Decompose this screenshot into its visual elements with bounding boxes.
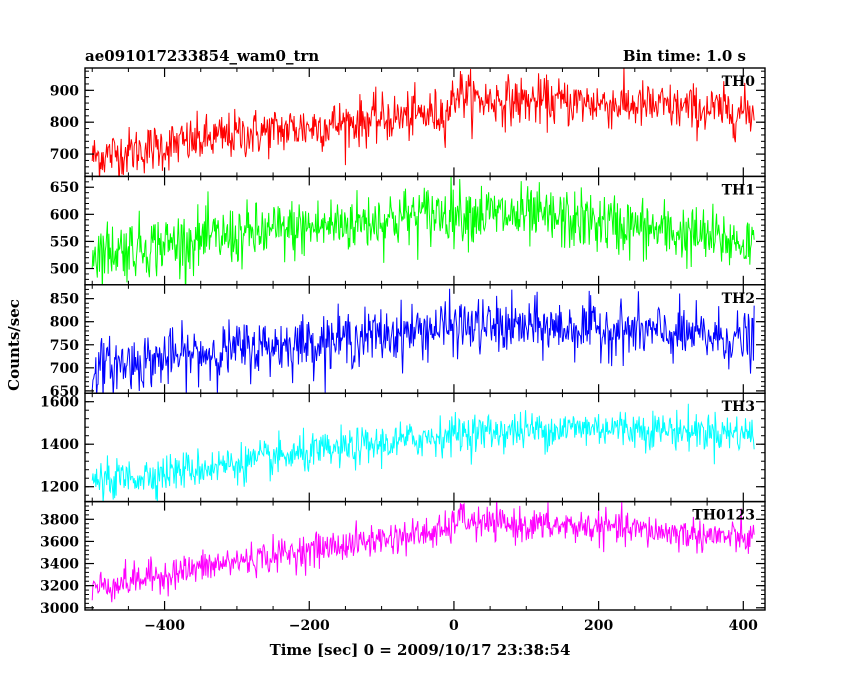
panel-frame [84,175,766,286]
panel-frame [84,392,766,503]
y-tick-label: 700 [50,361,79,377]
panel-name-th0: TH0 [722,74,756,90]
x-axis: −400 −200 0 200 400 [144,618,758,634]
y-tick-label: 3200 [40,579,79,595]
x-tick-label: −200 [289,618,330,634]
panel-name-th2: TH2 [722,291,755,307]
y-tick-label: 800 [50,315,79,331]
series-line-th0 [91,68,755,177]
series-line-th1 [91,176,755,285]
x-tick-label: −400 [144,618,185,634]
y-tick-label: 900 [50,83,79,99]
series-line-th2 [91,288,755,394]
y-tick-label: 700 [50,147,79,163]
y-tick-label: 1600 [40,395,79,411]
series-line-th0123 [91,501,755,603]
panel-name-th0123: TH0123 [692,508,755,524]
bin-time-label: Bin time: 1.0 s [623,47,746,65]
y-tick-label: 550 [50,234,79,250]
figure-title: ae091017233854_wam0_trn [85,47,319,65]
x-tick-label: 200 [584,618,613,634]
y-tick-label: 800 [50,115,79,131]
x-tick-label: 400 [729,618,758,634]
panel-th3: 1200 1400 1600 TH3 [40,392,766,503]
y-tick-label: 750 [50,338,79,354]
x-tick-label: 0 [449,618,459,634]
panel-name-th1: TH1 [722,182,755,198]
x-axis-label: Time [sec] 0 = 2009/10/17 23:38:54 [270,641,571,659]
panel-th0123: 3000 3200 3400 3600 3800 TH0123 [40,500,766,617]
y-tick-label: 3400 [40,557,79,573]
y-tick-label: 3800 [40,512,79,528]
series-line-th3 [91,403,755,502]
y-tick-label: 650 [50,180,79,196]
y-tick-label: 3600 [40,534,79,550]
y-tick-label: 650 [50,384,79,400]
panel-th2: 650 700 750 800 850 TH2 [50,284,766,400]
panel-name-th3: TH3 [722,399,755,415]
y-axis-label: Counts/sec [5,299,23,391]
y-tick-label: 1400 [40,437,79,453]
y-tick-label: 1200 [40,480,79,496]
panels-group: 700 800 900 TH0 500 550 600 650 TH1 650 700 750 800 8… [40,67,766,617]
panel-th0: 700 800 900 TH0 [50,67,766,178]
panel-frame [84,500,766,611]
y-tick-label: 850 [50,292,79,308]
y-tick-label: 3000 [40,601,79,617]
y-tick-label: 500 [50,262,79,278]
panel-th1: 500 550 600 650 TH1 [50,175,766,286]
y-tick-label: 600 [50,207,79,223]
